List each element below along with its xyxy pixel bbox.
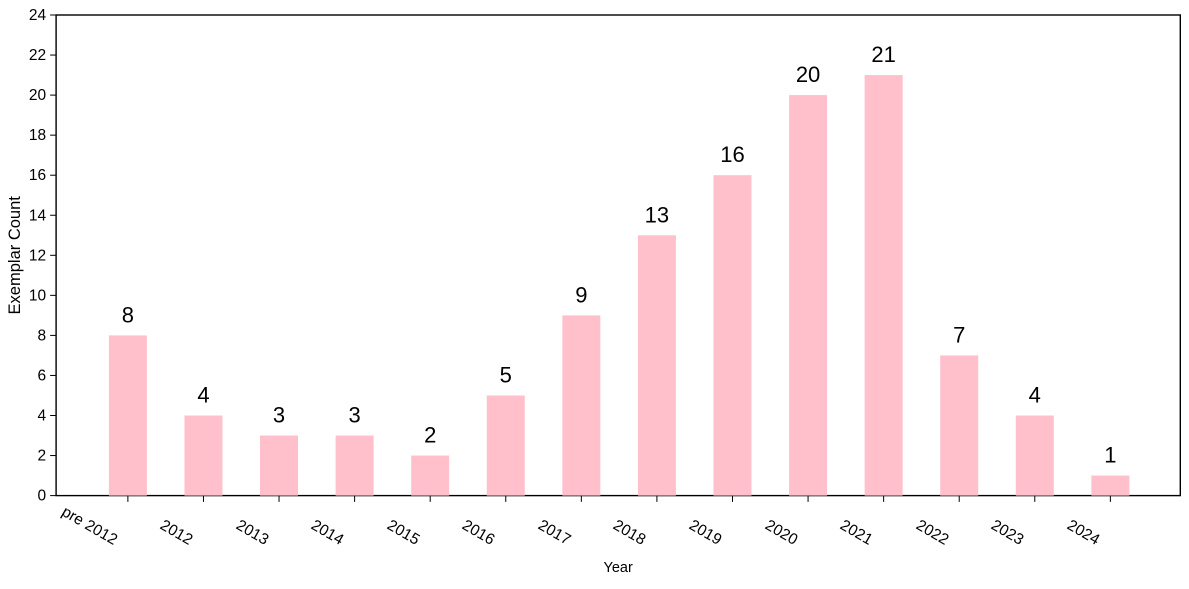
svg-text:21: 21	[871, 42, 895, 67]
svg-text:4: 4	[197, 383, 209, 408]
svg-text:18: 18	[29, 127, 46, 144]
svg-text:1: 1	[1104, 443, 1116, 468]
svg-text:22: 22	[29, 47, 46, 64]
svg-text:8: 8	[122, 302, 134, 327]
svg-text:5: 5	[500, 362, 512, 387]
svg-text:20: 20	[29, 87, 47, 104]
svg-text:10: 10	[29, 287, 47, 304]
svg-text:16: 16	[29, 167, 46, 184]
svg-text:6: 6	[37, 367, 46, 384]
svg-text:8: 8	[37, 327, 46, 344]
svg-text:4: 4	[1029, 383, 1041, 408]
svg-text:2: 2	[424, 423, 436, 448]
svg-text:Year: Year	[604, 560, 633, 576]
svg-text:14: 14	[29, 207, 47, 224]
svg-text:7: 7	[953, 322, 965, 347]
svg-text:16: 16	[720, 142, 744, 167]
svg-text:2: 2	[37, 448, 46, 465]
svg-text:12: 12	[29, 247, 46, 264]
svg-text:9: 9	[575, 282, 587, 307]
svg-text:20: 20	[796, 62, 820, 87]
svg-text:0: 0	[37, 488, 46, 505]
svg-text:Exemplar Count: Exemplar Count	[6, 196, 24, 315]
svg-text:4: 4	[37, 408, 46, 425]
svg-text:13: 13	[645, 202, 669, 227]
svg-text:24: 24	[29, 7, 47, 24]
svg-text:3: 3	[348, 403, 360, 428]
svg-text:3: 3	[273, 403, 285, 428]
